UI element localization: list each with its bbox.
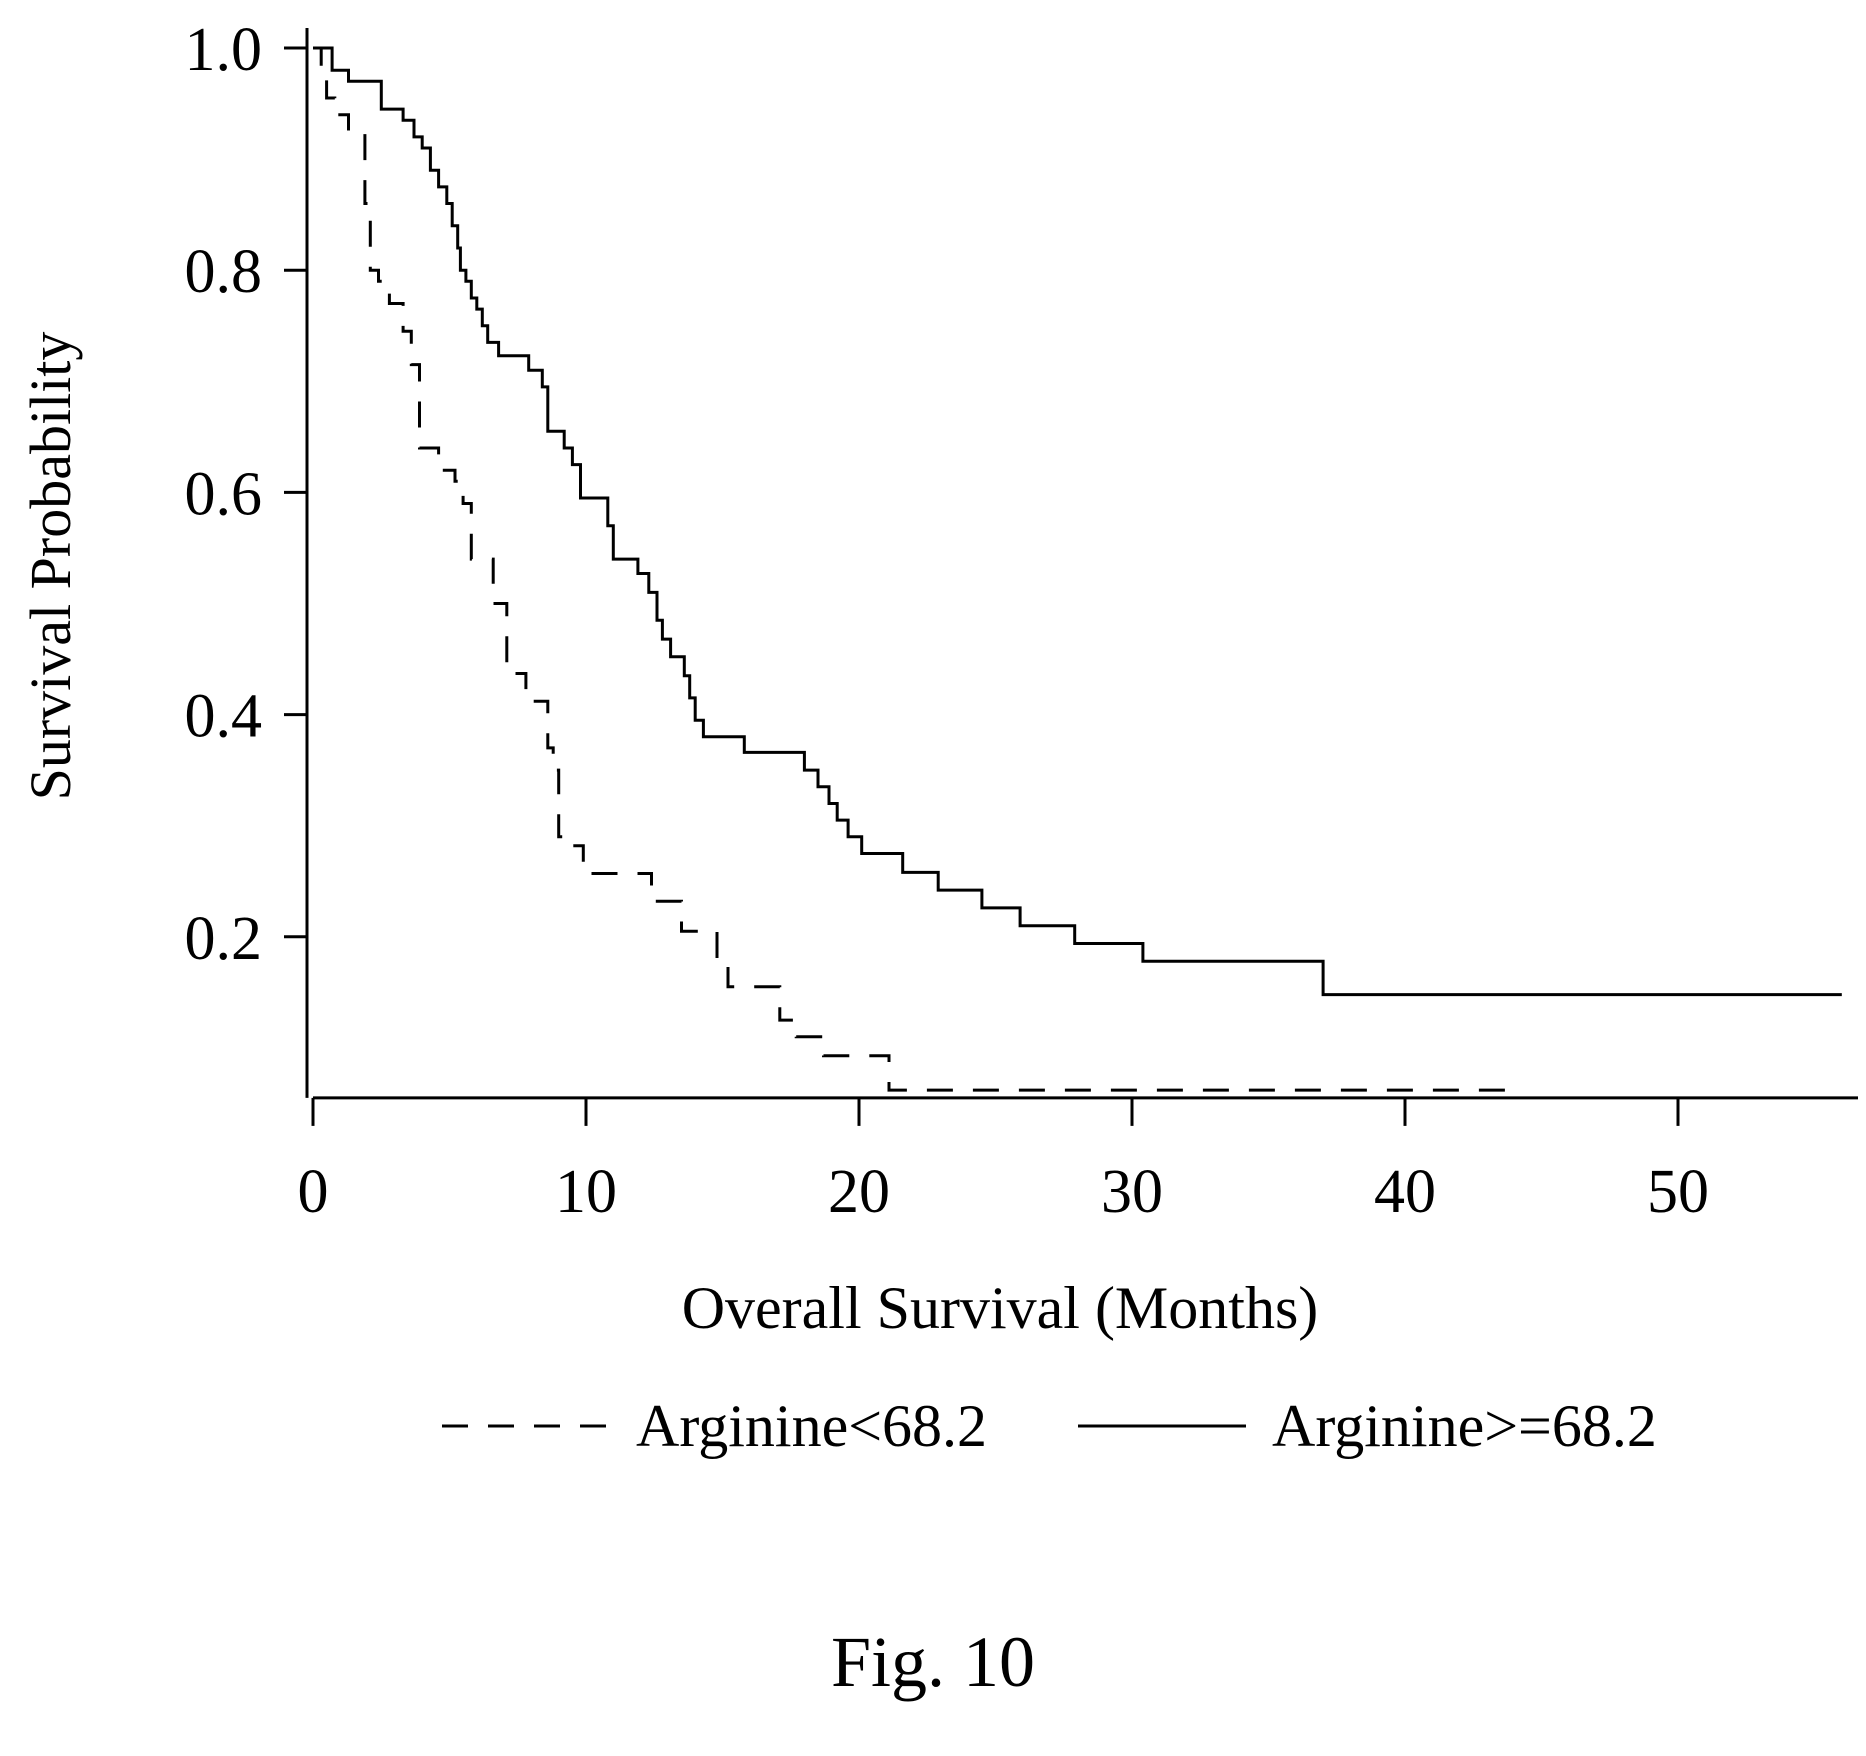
y-tick-label: 0.2 (185, 905, 263, 973)
y-axis-label: Survival Probability (18, 332, 83, 801)
y-tick-label: 0.4 (185, 683, 263, 751)
y-tick-label: 0.6 (185, 460, 263, 528)
x-tick-label: 20 (828, 1158, 890, 1226)
tick-labels: 0.2 0.4 0.6 0.8 1.0 0 10 20 30 40 50 (185, 16, 1710, 1226)
axes (284, 28, 1858, 1126)
series-line-arginine-high (313, 46, 1842, 997)
y-tick-label: 1.0 (185, 16, 263, 84)
x-tick-label: 50 (1647, 1158, 1709, 1226)
x-axis-label: Overall Survival (Months) (682, 1275, 1319, 1341)
series-line-arginine-low (313, 46, 1515, 1092)
series-lines (313, 46, 1842, 1092)
figure-caption: Fig. 10 (831, 1622, 1035, 1702)
x-tick-label: 40 (1374, 1158, 1436, 1226)
legend-label-high: Arginine>=68.2 (1272, 1393, 1657, 1459)
y-tick-label: 0.8 (185, 238, 263, 306)
x-tick-label: 10 (555, 1158, 617, 1226)
legend: Arginine<68.2 Arginine>=68.2 (442, 1393, 1657, 1459)
x-tick-label: 0 (298, 1158, 329, 1226)
legend-label-low: Arginine<68.2 (636, 1393, 987, 1459)
x-tick-label: 30 (1101, 1158, 1163, 1226)
